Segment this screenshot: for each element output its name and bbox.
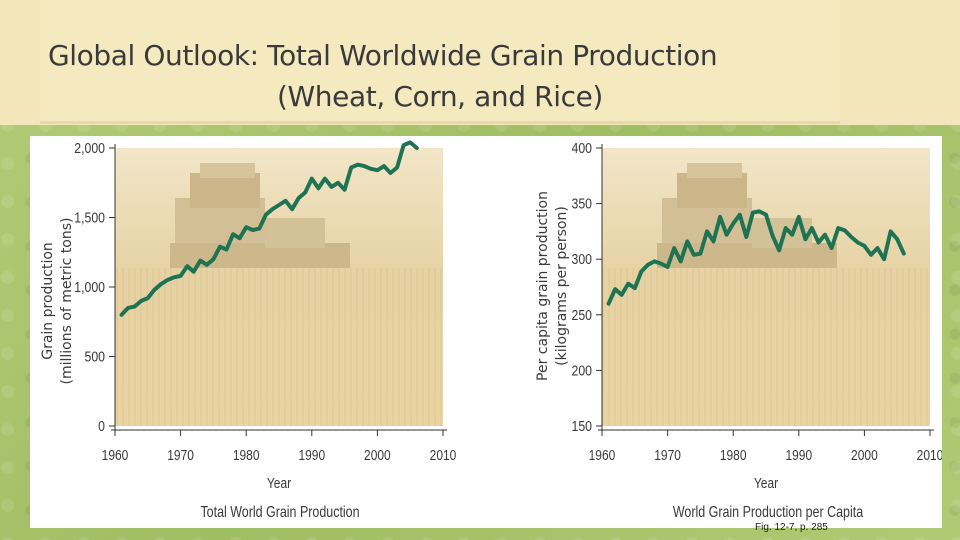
chart2-y-tick-label: 150	[571, 418, 592, 434]
chart2-chart-title: World Grain Production per Capita	[673, 504, 863, 522]
chart1-x-tick-label: 1980	[233, 447, 260, 464]
chart2-y-tick-label: 250	[571, 307, 592, 323]
chart2-x-tick-label: 2010	[917, 447, 942, 464]
chart1-y-axis-label-line-2: (millions of metric tons)	[59, 217, 75, 384]
chart1-chart-title: Total World Grain Production	[200, 504, 359, 522]
figure-panel: 0 500 1,000 1,500 2,000 1960 1970 1980 1990 2000 2…	[30, 136, 942, 528]
chart2-y-axis-label-line-2: (kilograms per person)	[554, 206, 570, 366]
chart1-y-tick-label: 0	[98, 418, 105, 434]
chart2-x-axis-label: Year	[754, 475, 779, 492]
chart1-series-line-1	[119, 140, 419, 317]
chart2-x-tick-label: 1980	[720, 447, 747, 464]
chart1-x-tick-label: 1970	[167, 447, 194, 464]
chart1-x-tick-label: 2010	[430, 447, 457, 464]
chart1-y-tick-label: 1,500	[74, 209, 105, 225]
chart2-x-tick-label: 1970	[654, 447, 681, 464]
slide-title-line-2: (Wheat, Corn, and Rice)	[277, 80, 603, 113]
chart1-photo-wheat-field	[115, 268, 443, 426]
chart2-y-tick-label: 400	[571, 140, 592, 156]
chart2-series-line-1	[606, 209, 906, 306]
chart1-x-axis-label: Year	[267, 475, 292, 492]
chart2-y-axis-label-line-1: Per capita grain production	[535, 191, 551, 381]
chart1-y-tick-label: 500	[84, 348, 105, 364]
chart1-y-axis-label-line-1: Grain production	[40, 242, 56, 360]
chart2-y-tick-label: 300	[571, 251, 592, 267]
chart1-y-tick-label: 2,000	[74, 140, 105, 156]
chart1-y-tick-label: 1,000	[74, 279, 105, 295]
chart2-photo-wheat-field	[602, 268, 930, 426]
slide-title-line-1: Global Outlook: Total Worldwide Grain Pr…	[48, 39, 718, 72]
chart2-y-tick-label: 200	[571, 362, 592, 378]
chart2-x-tick-label: 1960	[589, 447, 616, 464]
title-box: Global Outlook: Total Worldwide Grain Pr…	[40, 0, 840, 124]
chart2-x-tick-label: 2000	[851, 447, 878, 464]
grain-charts-svg: 0 500 1,000 1,500 2,000 1960 1970 1980 1990 2000 2…	[40, 140, 942, 522]
chart2-y-tick-label: 350	[571, 195, 592, 211]
figure-caption: Fig. 12-7, p. 285	[755, 522, 828, 533]
chart1-x-tick-label: 2000	[364, 447, 391, 464]
chart2-x-tick-label: 1990	[785, 447, 812, 464]
chart1-x-tick-label: 1990	[298, 447, 325, 464]
chart1-x-tick-label: 1960	[102, 447, 129, 464]
